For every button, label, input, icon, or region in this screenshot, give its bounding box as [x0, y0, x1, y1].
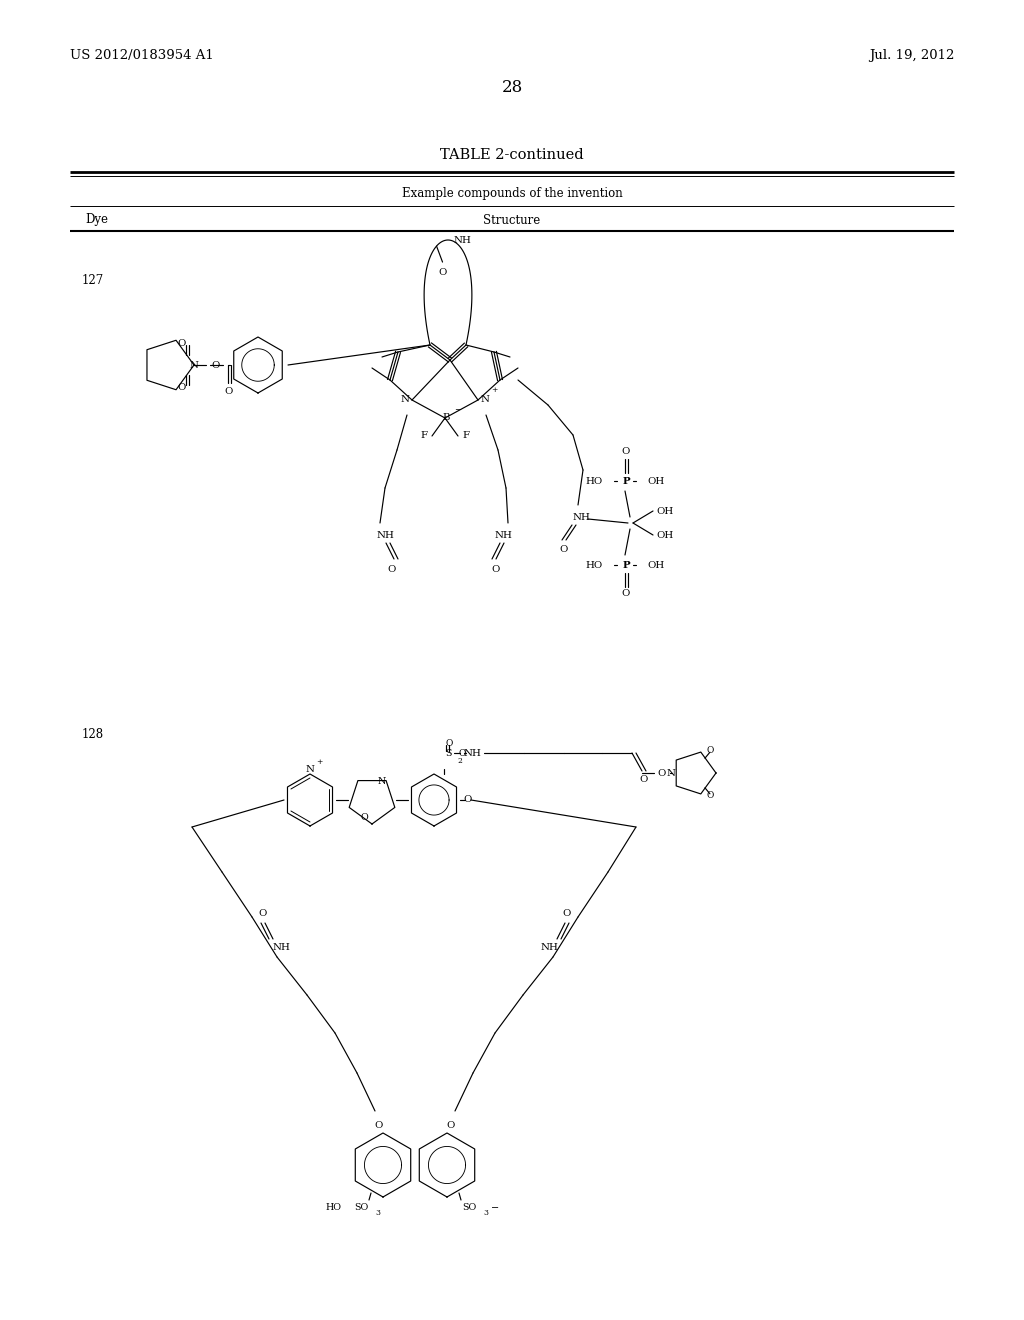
Text: O: O	[657, 768, 667, 777]
Text: O: O	[438, 268, 446, 277]
Text: NH: NH	[272, 942, 290, 952]
Text: NH: NH	[540, 942, 558, 952]
Text: O: O	[492, 565, 500, 573]
Text: P: P	[623, 561, 630, 569]
Text: OH: OH	[647, 561, 665, 569]
Text: O: O	[640, 775, 648, 784]
Text: NH: NH	[376, 531, 394, 540]
Text: 127: 127	[82, 273, 104, 286]
Text: Structure: Structure	[483, 214, 541, 227]
Text: N: N	[305, 764, 314, 774]
Text: O: O	[707, 746, 714, 755]
Text: 128: 128	[82, 729, 104, 742]
Text: NH: NH	[572, 512, 590, 521]
Text: HO: HO	[586, 477, 603, 486]
Text: OH: OH	[647, 477, 665, 486]
Text: F: F	[463, 432, 469, 441]
Text: O: O	[563, 909, 571, 919]
Text: O: O	[259, 909, 267, 919]
Text: Dye: Dye	[85, 214, 108, 227]
Text: P: P	[623, 477, 630, 486]
Text: US 2012/0183954 A1: US 2012/0183954 A1	[70, 49, 214, 62]
Text: O: O	[445, 738, 453, 747]
Text: 3: 3	[376, 1209, 381, 1217]
Text: 3: 3	[483, 1209, 488, 1217]
Text: OH: OH	[656, 507, 674, 516]
Text: S: S	[445, 748, 453, 758]
Text: O: O	[178, 383, 186, 392]
Text: −: −	[455, 407, 462, 414]
Text: N: N	[378, 777, 386, 787]
Text: N: N	[480, 396, 489, 404]
Text: +: +	[490, 385, 498, 393]
Text: SO: SO	[462, 1204, 476, 1213]
Text: O: O	[560, 544, 568, 553]
Text: N: N	[400, 396, 410, 404]
Text: O: O	[459, 748, 466, 758]
Text: B: B	[442, 413, 450, 422]
Text: O: O	[375, 1121, 383, 1130]
Text: O: O	[178, 338, 186, 347]
Text: NH: NH	[463, 748, 481, 758]
Text: O: O	[464, 796, 472, 804]
Text: O: O	[388, 565, 396, 573]
Text: O: O	[622, 447, 630, 457]
Text: N: N	[667, 768, 676, 777]
Text: NH: NH	[454, 236, 471, 244]
Text: SO: SO	[354, 1204, 368, 1213]
Text: F: F	[421, 432, 427, 441]
Text: +: +	[315, 758, 323, 766]
Text: HO: HO	[586, 561, 603, 569]
Text: O: O	[707, 791, 714, 800]
Text: O: O	[212, 360, 220, 370]
Text: Example compounds of the invention: Example compounds of the invention	[401, 186, 623, 199]
Text: −: −	[490, 1204, 499, 1213]
Text: N: N	[189, 360, 199, 370]
Text: OH: OH	[656, 531, 674, 540]
Text: O: O	[360, 813, 368, 822]
Text: Jul. 19, 2012: Jul. 19, 2012	[868, 49, 954, 62]
Text: NH: NH	[494, 531, 512, 540]
Text: 28: 28	[502, 79, 522, 96]
Text: TABLE 2-continued: TABLE 2-continued	[440, 148, 584, 162]
Text: 2: 2	[458, 756, 463, 766]
Text: O: O	[622, 590, 630, 598]
Text: O: O	[225, 387, 233, 396]
Text: HO: HO	[326, 1204, 342, 1213]
Text: O: O	[446, 1121, 456, 1130]
